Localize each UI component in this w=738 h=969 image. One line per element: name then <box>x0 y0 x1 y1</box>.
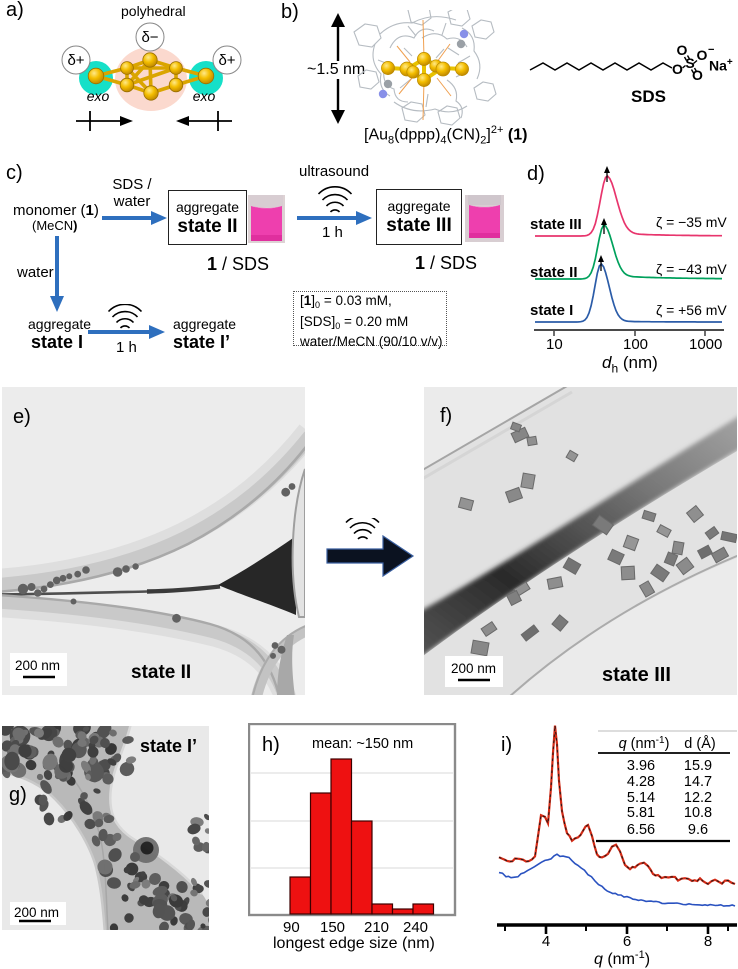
svg-text:S: S <box>685 55 694 71</box>
svg-text:15.9: 15.9 <box>684 758 712 774</box>
svg-text:h): h) <box>262 734 280 756</box>
svg-text:d (Å): d (Å) <box>684 735 715 752</box>
svg-text:q (nm-1): q (nm-1) <box>619 735 670 753</box>
svg-text:exo: exo <box>87 88 110 104</box>
svg-text:g): g) <box>9 784 27 806</box>
svg-text:O: O <box>672 61 683 77</box>
svg-text:δ−: δ− <box>141 29 158 46</box>
svg-text:8: 8 <box>704 933 712 950</box>
svg-text:14.7: 14.7 <box>684 774 712 790</box>
svg-text:exo: exo <box>193 88 216 104</box>
svg-text:O: O <box>697 47 708 63</box>
svg-text:state III: state III <box>602 664 671 686</box>
svg-text:200 nm: 200 nm <box>451 661 496 676</box>
svg-text:6.56: 6.56 <box>627 822 655 838</box>
svg-text:state I’: state I’ <box>140 736 197 756</box>
svg-text:4.28: 4.28 <box>627 774 655 790</box>
svg-text:state II: state II <box>131 662 191 683</box>
svg-text:10.8: 10.8 <box>684 805 712 821</box>
svg-text:6: 6 <box>623 933 631 950</box>
svg-text:−: − <box>708 44 714 56</box>
svg-text:δ+: δ+ <box>67 52 84 69</box>
svg-text:e): e) <box>13 406 31 428</box>
svg-text:200 nm: 200 nm <box>15 658 60 673</box>
svg-text:δ+: δ+ <box>218 52 235 69</box>
svg-text:200 nm: 200 nm <box>14 905 59 920</box>
svg-text:mean: ~150 nm: mean: ~150 nm <box>312 736 413 752</box>
svg-text:O: O <box>677 42 688 58</box>
svg-text:9.6: 9.6 <box>688 822 708 838</box>
svg-text:3.96: 3.96 <box>627 758 655 774</box>
svg-text:q (nm-1): q (nm-1) <box>594 949 650 968</box>
svg-text:f): f) <box>440 405 452 427</box>
svg-text:12.2: 12.2 <box>684 790 712 806</box>
svg-text:5.81: 5.81 <box>627 805 655 821</box>
svg-text:4: 4 <box>542 933 550 950</box>
svg-text:O: O <box>692 67 703 83</box>
svg-text:5.14: 5.14 <box>627 790 655 806</box>
